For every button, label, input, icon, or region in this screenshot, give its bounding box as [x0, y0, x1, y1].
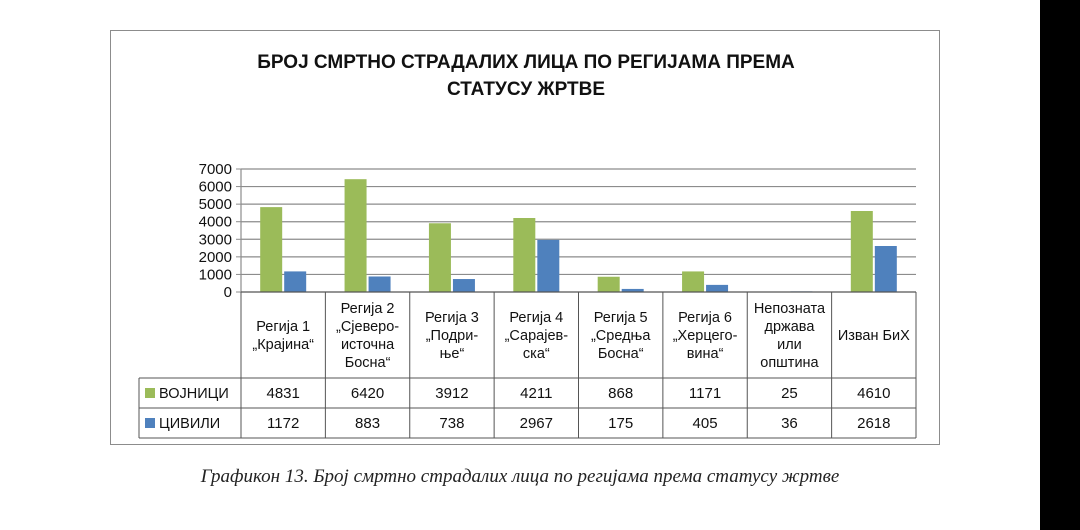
bar-civilians [621, 288, 644, 292]
bar-soldiers [850, 210, 873, 292]
data-value: 883 [355, 415, 380, 432]
data-value: 405 [693, 415, 718, 432]
category-label: „Сјеверо- [336, 319, 399, 335]
y-tick-label: 5000 [199, 196, 232, 213]
category-label: „Сарајев- [505, 328, 569, 344]
bar-civilians [368, 276, 391, 292]
right-edge-bar [1040, 0, 1080, 530]
category-label: или [777, 337, 802, 353]
data-value: 4831 [267, 385, 300, 402]
category-label: Изван БиХ [838, 328, 910, 344]
category-label: источна [341, 337, 395, 353]
y-tick-label: 4000 [199, 214, 232, 231]
chart-title-line-1: БРОЈ СМРТНО СТРАДАЛИХ ЛИЦА ПО РЕГИЈАМА П… [257, 52, 795, 73]
y-tick-label: 2000 [199, 249, 232, 266]
data-value: 25 [781, 385, 798, 402]
data-value: 4211 [520, 385, 552, 402]
category-label: Регија 3 [425, 310, 479, 326]
category-label: вина“ [687, 346, 724, 362]
bar-soldiers [428, 223, 451, 292]
bar-civilians [706, 284, 729, 292]
chart-title: БРОЈ СМРТНО СТРАДАЛИХ ЛИЦА ПО РЕГИЈАМА П… [111, 49, 941, 103]
category-label: држава [764, 319, 815, 335]
category-label: „Херцего- [673, 328, 738, 344]
bar-civilians [874, 245, 897, 292]
legend-label: ЦИВИЛИ [159, 416, 220, 432]
category-label: Регија 4 [509, 310, 563, 326]
category-label: „Подри- [426, 328, 479, 344]
data-value: 4610 [857, 385, 890, 402]
bar-soldiers [344, 179, 367, 292]
category-label: Регија 2 [341, 301, 395, 317]
category-label: ска“ [523, 346, 550, 362]
data-value: 6420 [351, 385, 384, 402]
data-value: 738 [439, 415, 464, 432]
category-label: ње“ [440, 346, 465, 362]
y-tick-label: 3000 [199, 231, 232, 248]
chart-frame: БРОЈ СМРТНО СТРАДАЛИХ ЛИЦА ПО РЕГИЈАМА П… [110, 30, 940, 445]
category-label: „Средња [591, 328, 651, 344]
category-label: општина [760, 355, 819, 371]
data-value: 1171 [689, 385, 721, 402]
category-label: Регија 5 [594, 310, 648, 326]
y-tick-label: 7000 [199, 161, 232, 178]
category-label: Непозната [754, 301, 826, 317]
bar-soldiers [260, 207, 283, 292]
data-value: 36 [781, 415, 798, 432]
data-value: 2967 [520, 415, 553, 432]
category-label: „Крајина“ [252, 337, 314, 353]
y-tick-label: 1000 [199, 266, 232, 283]
legend-label: ВОЈНИЦИ [159, 386, 229, 402]
bar-soldiers [597, 276, 620, 292]
category-label: Регија 6 [678, 310, 732, 326]
category-label: Босна“ [598, 346, 644, 362]
legend-swatch-soldiers [145, 388, 155, 398]
data-value: 868 [608, 385, 633, 402]
bar-civilians [537, 239, 560, 292]
data-value: 3912 [435, 385, 468, 402]
data-value: 1172 [267, 415, 299, 432]
category-label: Регија 1 [256, 319, 310, 335]
y-tick-label: 0 [224, 284, 232, 301]
bar-civilians [284, 271, 307, 292]
bar-soldiers [513, 218, 536, 292]
y-tick-label: 6000 [199, 179, 232, 196]
legend-swatch-civilians [145, 418, 155, 428]
bar-civilians [452, 279, 475, 292]
data-value: 175 [608, 415, 633, 432]
bar-soldiers [682, 271, 705, 292]
chart-title-line-2: СТАТУСУ ЖРТВЕ [446, 79, 606, 100]
category-label: Босна“ [345, 355, 391, 371]
figure-caption: Графикон 13. Број смртно страдалих лица … [200, 466, 840, 487]
data-value: 2618 [857, 415, 890, 432]
